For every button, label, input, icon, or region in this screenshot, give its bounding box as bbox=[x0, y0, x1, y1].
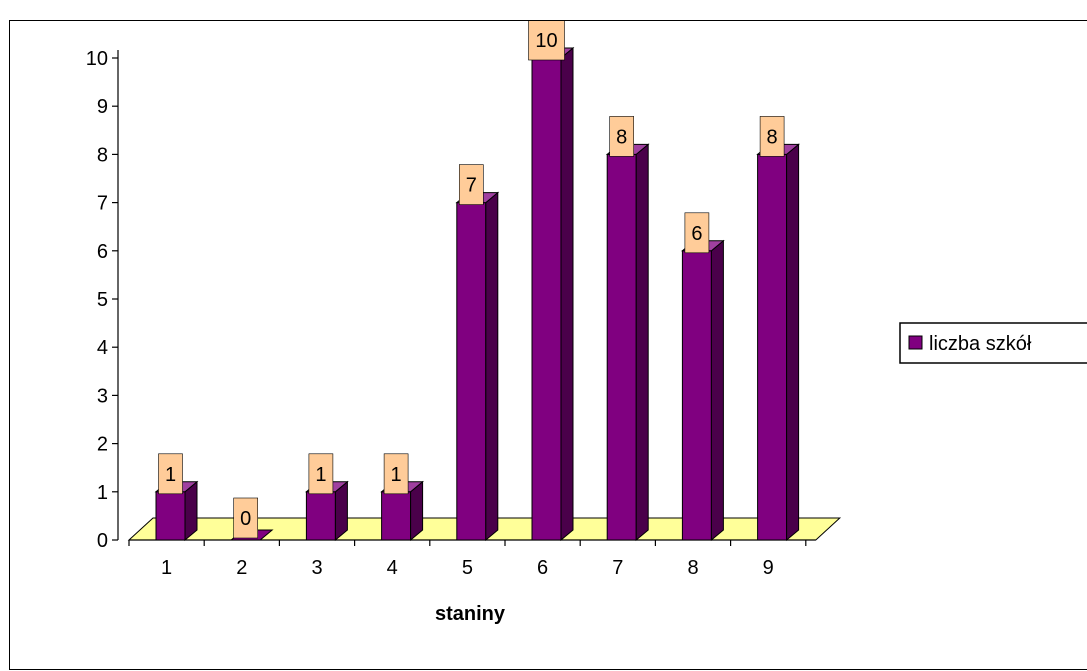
data-label: 6 bbox=[691, 223, 702, 245]
x-tick-label: 6 bbox=[537, 557, 548, 579]
y-tick-label: 6 bbox=[97, 241, 108, 263]
data-label: 1 bbox=[165, 464, 176, 486]
data-label-box bbox=[609, 116, 635, 157]
x-tick-label: 1 bbox=[161, 557, 172, 579]
data-label: 10 bbox=[535, 30, 557, 52]
x-axis: 1 2 3 4 5 6 7 8 9 bbox=[128, 539, 816, 579]
data-label-box bbox=[458, 164, 484, 205]
bar-front bbox=[531, 57, 562, 541]
x-tick-label: 2 bbox=[236, 557, 247, 579]
bar-front bbox=[606, 153, 637, 541]
y-tick-label: 9 bbox=[97, 96, 108, 118]
data-label-box bbox=[233, 497, 258, 539]
bar-side bbox=[786, 143, 800, 542]
data-label: 1 bbox=[315, 464, 326, 486]
y-tick-label: 1 bbox=[97, 482, 108, 504]
data-label-box bbox=[158, 453, 183, 495]
legend-swatch bbox=[908, 335, 923, 350]
bar-front bbox=[681, 250, 712, 541]
data-label-box bbox=[684, 212, 710, 254]
y-tick-label: 4 bbox=[97, 337, 108, 359]
data-label-box bbox=[528, 21, 565, 61]
data-label-box bbox=[383, 453, 409, 495]
bar-front bbox=[155, 491, 186, 541]
x-tick-label: 3 bbox=[311, 557, 322, 579]
bar-front bbox=[305, 491, 336, 541]
bar-front bbox=[757, 153, 788, 541]
y-tick-label: 7 bbox=[97, 193, 108, 215]
y-tick-label: 8 bbox=[97, 144, 108, 166]
bars bbox=[154, 46, 800, 542]
x-tick-label: 7 bbox=[612, 557, 623, 579]
data-label: 0 bbox=[240, 508, 251, 530]
y-tick-label: 0 bbox=[97, 530, 108, 552]
x-tick-label: 8 bbox=[687, 557, 698, 579]
data-label: 8 bbox=[616, 126, 627, 148]
bar-side bbox=[560, 46, 574, 542]
y-axis: 0 1 2 3 4 5 6 7 8 9 10 bbox=[86, 48, 119, 552]
bar-side bbox=[710, 239, 724, 542]
chart-title-cropped bbox=[0, 0, 1087, 15]
bar-side bbox=[635, 143, 649, 542]
legend-box bbox=[899, 322, 1087, 364]
x-tick-label: 5 bbox=[462, 557, 473, 579]
bar-side bbox=[485, 191, 499, 542]
legend: liczba szkół bbox=[899, 322, 1087, 364]
y-tick-label: 5 bbox=[97, 289, 108, 311]
legend-label: liczba szkół bbox=[929, 333, 1032, 355]
data-label-box bbox=[308, 453, 334, 495]
x-tick-label: 9 bbox=[763, 557, 774, 579]
y-tick-label: 10 bbox=[86, 48, 108, 70]
y-tick-label: 3 bbox=[97, 385, 108, 407]
y-tick-label: 2 bbox=[97, 434, 108, 456]
data-label: 8 bbox=[767, 126, 778, 148]
x-axis-title: staniny bbox=[435, 603, 506, 625]
data-label-box bbox=[759, 116, 785, 157]
data-label: 1 bbox=[391, 464, 402, 486]
x-tick-label: 4 bbox=[387, 557, 398, 579]
bar-front bbox=[456, 202, 487, 541]
bar-front bbox=[381, 491, 412, 541]
data-label: 7 bbox=[466, 175, 477, 197]
